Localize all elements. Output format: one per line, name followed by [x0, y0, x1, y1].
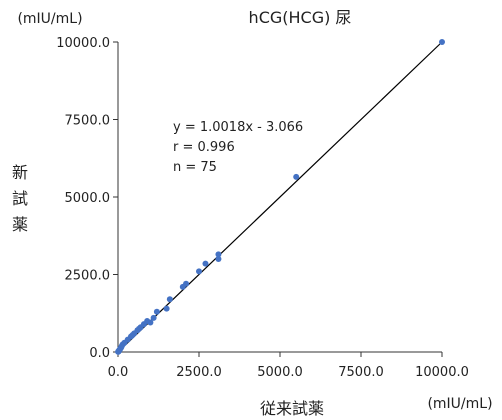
data-point — [163, 305, 170, 312]
data-point — [202, 260, 209, 267]
tick-labels: 0.0 0.0 2500.0 2500.0 5000.0 5000.0 7500.0 7500… — [56, 36, 469, 380]
data-point — [215, 251, 222, 258]
x-tick-label: 2500.0 — [176, 365, 222, 380]
data-point — [179, 283, 186, 290]
y-axis-label-char: 新 — [12, 163, 28, 182]
data-point — [150, 314, 157, 321]
annotation-equation: y = 1.0018x - 3.066 — [173, 120, 303, 135]
regression-line — [117, 41, 443, 353]
data-point — [166, 296, 173, 303]
x-tick-label: 5000.0 — [257, 365, 303, 380]
regression-annotations: y = 1.0018x - 3.066 r = 0.996 n = 75 — [173, 120, 303, 175]
annotation-r: r = 0.996 — [173, 140, 235, 155]
annotation-n: n = 75 — [173, 160, 217, 175]
y-tick-label: 0.0 — [89, 346, 110, 361]
data-points — [115, 39, 445, 355]
y-tick-label: 5000.0 — [65, 191, 111, 206]
y-axis-label: 新試薬 — [12, 163, 28, 234]
data-point — [215, 256, 222, 262]
y-axis-label-char: 薬 — [12, 215, 28, 234]
data-point — [115, 348, 122, 355]
x-tick-label: 7500.0 — [338, 365, 384, 380]
y-tick-label: 10000.0 — [56, 36, 110, 51]
y-tick-label: 2500.0 — [65, 269, 111, 284]
y-tick-label: 7500.0 — [65, 114, 111, 129]
x-tick-label: 0.0 — [108, 365, 129, 380]
x-axis-unit: (mIU/mL) — [427, 396, 492, 412]
y-axis-unit: (mIU/mL) — [17, 11, 82, 27]
chart-title: hCG(HCG) 尿 — [249, 8, 352, 27]
data-point — [293, 173, 300, 180]
data-point — [196, 268, 202, 275]
y-axis-label-char: 試 — [12, 189, 28, 208]
data-point — [153, 308, 160, 315]
x-tick-label: 10000.0 — [415, 365, 469, 380]
data-point — [439, 39, 445, 45]
x-axis-label: 従来試薬 — [260, 399, 324, 418]
